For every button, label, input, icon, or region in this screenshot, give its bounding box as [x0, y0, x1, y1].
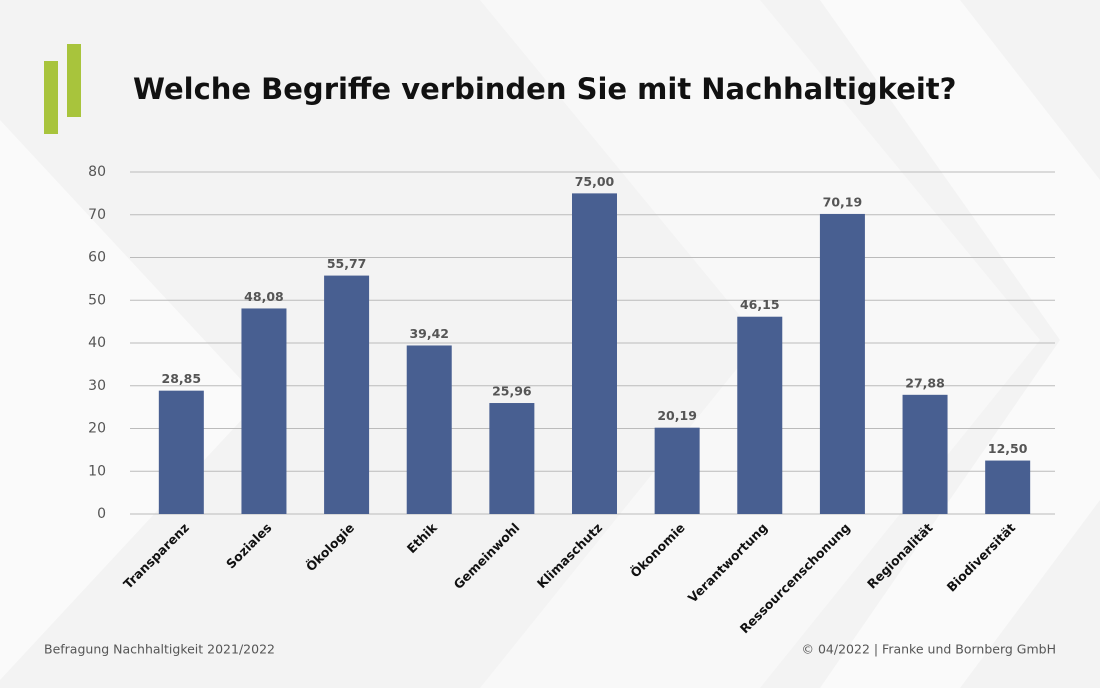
- bar: [489, 403, 535, 514]
- value-label: 75,00: [575, 174, 615, 189]
- bar: [324, 275, 370, 514]
- y-tick-label: 30: [88, 378, 106, 394]
- bar: [737, 316, 783, 514]
- bar: [654, 427, 700, 514]
- value-label: 46,15: [740, 297, 780, 312]
- y-tick-label: 80: [88, 164, 106, 180]
- y-tick-label: 50: [88, 292, 106, 308]
- bg-chevron: [0, 120, 260, 680]
- bar: [572, 193, 617, 514]
- bar: [406, 345, 452, 514]
- value-label: 70,19: [823, 194, 863, 209]
- value-label: 39,42: [409, 326, 449, 341]
- value-label: 12,50: [988, 441, 1028, 456]
- logo-bar: [67, 44, 81, 117]
- y-tick-label: 10: [88, 463, 106, 479]
- bar: [241, 308, 287, 514]
- bar: [902, 394, 948, 514]
- y-tick-label: 20: [88, 421, 106, 437]
- y-tick-label: 40: [88, 335, 106, 351]
- value-label: 20,19: [657, 408, 697, 423]
- value-label: 27,88: [905, 375, 945, 390]
- bar: [819, 213, 865, 514]
- value-label: 25,96: [492, 384, 532, 399]
- copyright-note: © 04/2022 | Franke und Bornberg GmbH: [802, 642, 1057, 657]
- y-tick-label: 70: [88, 207, 106, 223]
- value-label: 48,08: [244, 289, 284, 304]
- y-tick-label: 60: [88, 250, 106, 266]
- logo-bar: [44, 61, 58, 134]
- chart-title: Welche Begriffe verbinden Sie mit Nachha…: [133, 72, 956, 106]
- y-tick-label: 0: [97, 506, 106, 522]
- value-label: 55,77: [327, 256, 367, 271]
- value-label: 28,85: [162, 371, 202, 386]
- bar: [158, 390, 204, 514]
- source-note: Befragung Nachhaltigkeit 2021/2022: [44, 642, 275, 657]
- bar: [985, 460, 1031, 514]
